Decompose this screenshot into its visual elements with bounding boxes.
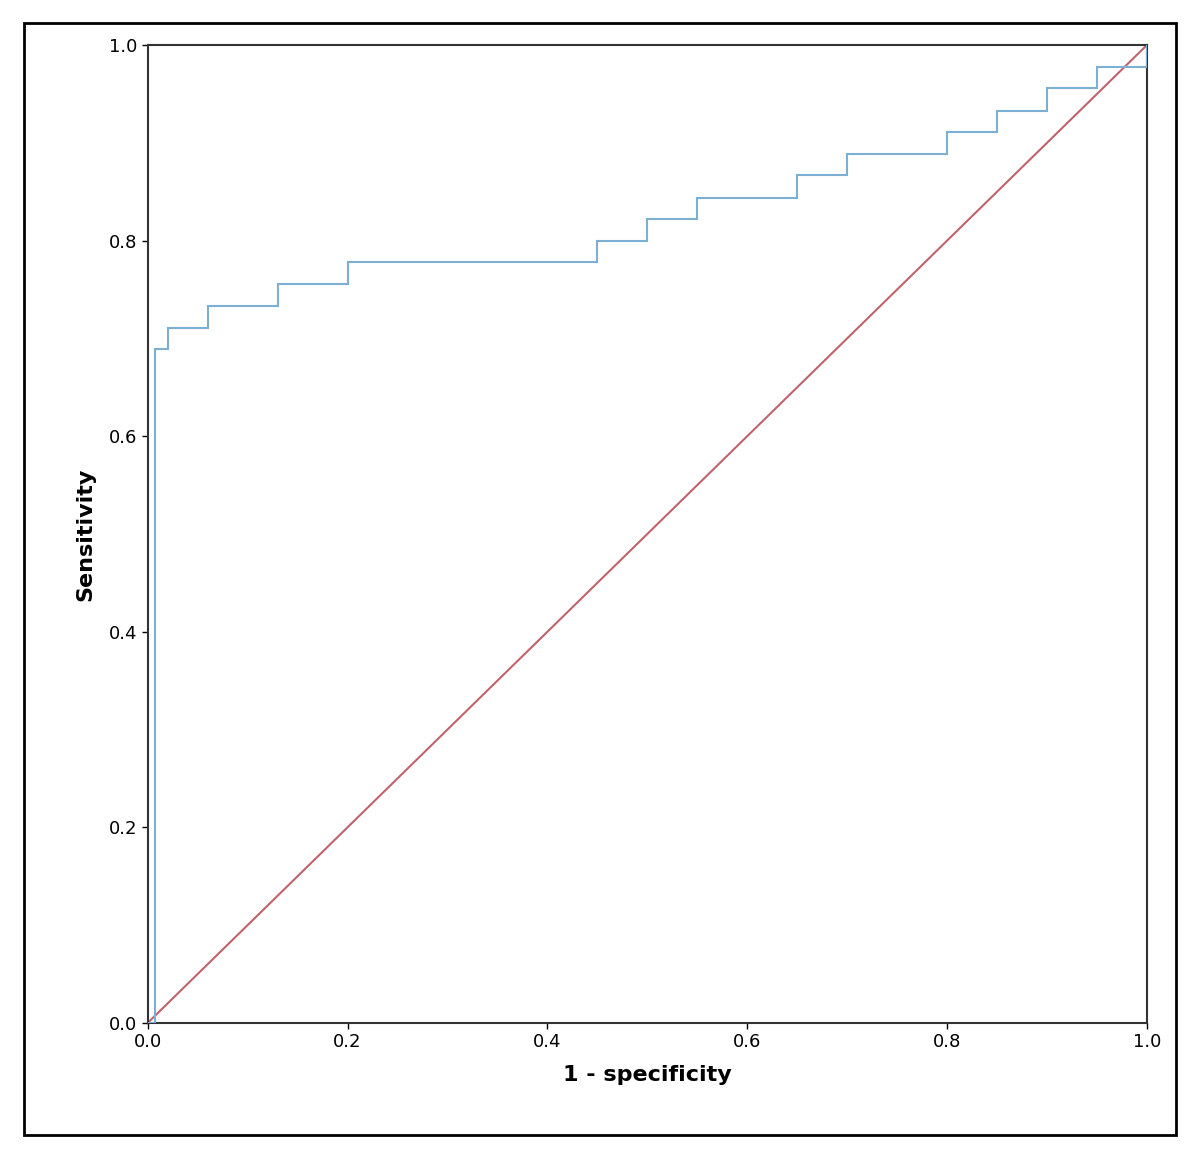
X-axis label: 1 - specificity: 1 - specificity [563, 1065, 732, 1085]
Y-axis label: Sensitivity: Sensitivity [74, 468, 95, 601]
